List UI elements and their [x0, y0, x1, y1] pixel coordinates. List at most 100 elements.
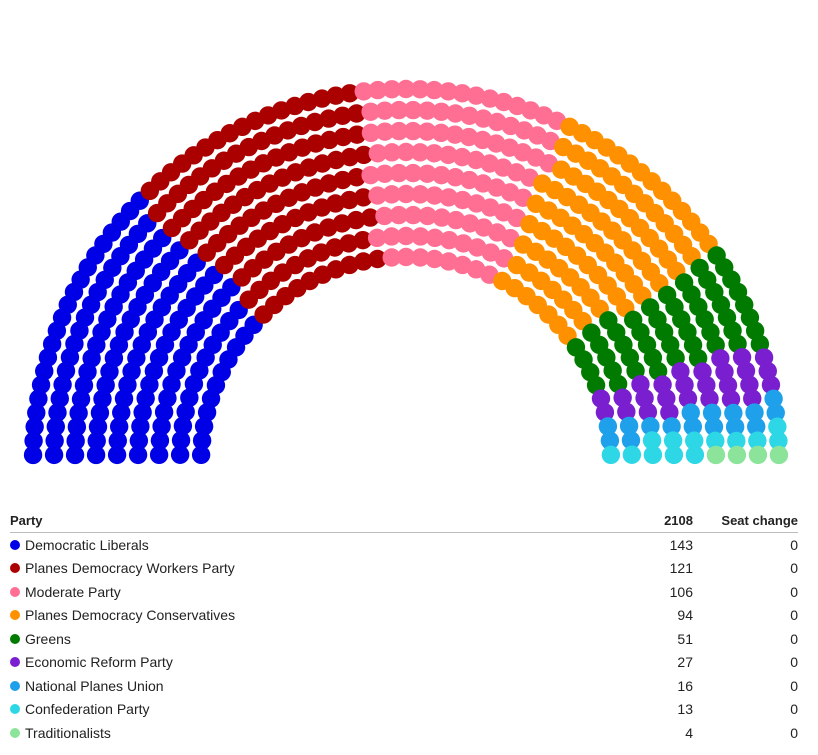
seat-dot: [622, 445, 642, 464]
seat-dot: [29, 389, 48, 408]
party-seats: 106: [669, 583, 693, 600]
seat-dot: [23, 445, 43, 465]
seat-dot: [685, 445, 705, 465]
seat-dot: [31, 375, 51, 395]
seat-dot: [700, 389, 719, 409]
party-seats: 4: [685, 724, 693, 741]
seat-dot: [736, 361, 756, 381]
seat-dot: [129, 431, 149, 450]
seat-dot: [617, 402, 636, 421]
seat-dot: [339, 234, 358, 253]
seat-dot: [171, 431, 191, 450]
seat-dot: [320, 130, 339, 150]
seat-dot: [340, 255, 359, 275]
seat-dot: [128, 445, 148, 465]
table-row: Greens 51 0: [10, 627, 798, 651]
seat-dot: [418, 101, 437, 120]
seat-dot: [347, 125, 367, 144]
seat-dot: [418, 206, 437, 226]
header-seats-total: 2108: [664, 512, 693, 528]
seat-dot: [325, 238, 344, 257]
seat-dot: [445, 125, 465, 144]
seat-dot: [87, 431, 106, 451]
seat-dot: [347, 104, 366, 123]
seat-dot: [439, 252, 458, 271]
seat-dot: [459, 127, 479, 147]
seat-dot: [333, 106, 352, 125]
seat-dot: [601, 445, 621, 465]
table-row: Planes Democracy Conservatives 94 0: [10, 604, 798, 628]
seat-dot: [685, 431, 704, 450]
seat-dot: [664, 445, 684, 465]
seat-dot: [346, 210, 366, 230]
seat-dot: [367, 228, 387, 248]
seat-dot: [173, 416, 193, 436]
seat-dot: [154, 402, 174, 422]
seat-dot: [411, 248, 430, 267]
seat-dot: [389, 163, 409, 183]
seat-dot: [347, 168, 366, 187]
seat-dot: [706, 445, 726, 465]
seat-dot: [718, 376, 738, 395]
party-name: Confederation Party: [25, 701, 150, 718]
seat-dot: [152, 417, 171, 436]
seat-dot: [431, 123, 451, 143]
seat-dot: [88, 417, 108, 436]
seat-dot: [396, 226, 416, 246]
seat-dot: [663, 431, 683, 450]
seat-dot: [319, 174, 339, 193]
seat-dot: [727, 431, 746, 451]
seat-dot: [108, 431, 127, 450]
seat-dot: [396, 184, 416, 204]
seat-dot: [460, 170, 479, 190]
seat-dot: [424, 144, 444, 163]
seat-dot: [452, 147, 472, 167]
seat-dot: [641, 417, 660, 436]
seat-dot: [396, 79, 416, 99]
seat-dot: [446, 104, 465, 123]
seat-dot: [466, 86, 486, 105]
seat-dot: [748, 431, 767, 450]
party-name: Democratic Liberals: [25, 536, 149, 553]
seat-dot: [403, 121, 423, 141]
seat-dot: [600, 431, 620, 450]
seat-dot: [340, 147, 360, 167]
table-row: Confederation Party 13 0: [10, 698, 798, 722]
seat-dot: [71, 389, 91, 409]
table-row: Economic Reform Party 27 0: [10, 651, 798, 675]
seat-dot: [764, 389, 783, 408]
seat-dot: [382, 185, 401, 204]
seat-dot: [375, 164, 394, 183]
seat-dot: [619, 416, 639, 436]
party-seats: 94: [677, 607, 693, 624]
party-seat-change: 0: [790, 583, 798, 600]
seat-dot: [354, 145, 373, 165]
seat-dot: [769, 445, 789, 465]
seat-dot: [761, 375, 781, 395]
seat-dot: [368, 144, 388, 163]
seat-dot: [90, 403, 110, 423]
party-name: Traditionalists: [25, 724, 111, 741]
seat-dot: [598, 417, 618, 436]
seat-dot: [411, 227, 430, 246]
seat-dot: [114, 389, 134, 408]
seat-dot: [425, 80, 444, 100]
seat-dot: [136, 389, 155, 408]
party-color-dot: [10, 680, 20, 691]
party-seats: 143: [669, 536, 693, 553]
seat-group-planes-democracy-conservatives: [493, 117, 718, 345]
seat-dot: [721, 389, 741, 409]
seat-dot: [769, 431, 788, 451]
seat-dot: [361, 123, 381, 143]
seat-dot: [621, 431, 641, 450]
party-seats: 51: [677, 630, 693, 647]
seat-dot: [312, 89, 332, 108]
seat-dot: [67, 417, 87, 437]
seat-dot: [86, 445, 106, 465]
seat-dot: [454, 234, 473, 253]
seat-dot: [326, 86, 346, 105]
seat-dot: [453, 84, 472, 103]
seat-dot: [361, 208, 380, 227]
seat-dot: [743, 389, 762, 408]
seat-dot: [27, 403, 46, 422]
